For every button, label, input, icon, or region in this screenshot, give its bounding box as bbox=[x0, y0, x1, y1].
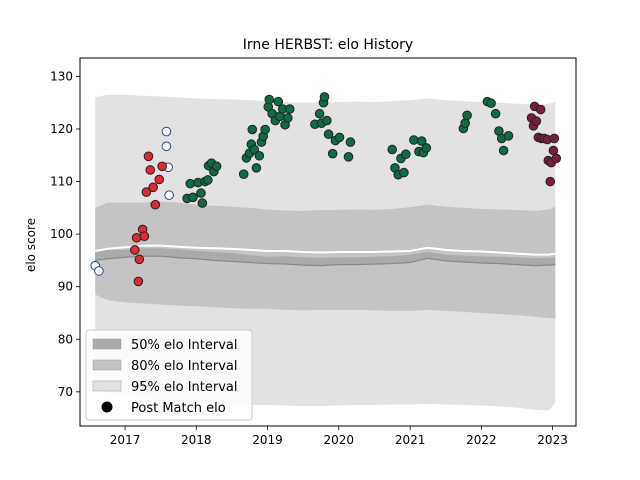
chart-title: Irne HERBST: elo History bbox=[243, 37, 413, 53]
legend-box bbox=[85, 329, 253, 421]
data-point bbox=[284, 104, 295, 114]
x-tick-label: 2020 bbox=[323, 433, 354, 447]
data-point bbox=[462, 110, 472, 121]
data-point bbox=[322, 115, 332, 126]
data-point bbox=[134, 254, 145, 265]
x-tick-label: 2019 bbox=[252, 433, 283, 447]
plot-frame bbox=[79, 57, 577, 427]
legend-label: 50% elo Interval bbox=[131, 338, 238, 353]
data-point bbox=[421, 143, 432, 153]
x-tick-label: 2023 bbox=[537, 433, 568, 447]
data-point bbox=[133, 276, 144, 287]
data-point bbox=[164, 190, 174, 201]
data-point bbox=[401, 149, 411, 160]
legend-label: 95% elo Interval bbox=[131, 380, 238, 395]
data-point bbox=[503, 131, 514, 141]
data-point bbox=[327, 148, 338, 159]
y-tick-label: 130 bbox=[50, 69, 73, 83]
y-tick-label: 100 bbox=[50, 227, 73, 241]
legend-swatch bbox=[92, 338, 122, 350]
data-point bbox=[251, 163, 262, 173]
data-point bbox=[157, 161, 167, 172]
data-point bbox=[548, 145, 559, 156]
y-tick-label: 80 bbox=[58, 332, 73, 346]
data-point bbox=[498, 145, 509, 156]
data-point bbox=[531, 116, 542, 126]
data-point bbox=[131, 232, 142, 243]
interval-50-lower-line bbox=[95, 255, 556, 267]
data-point bbox=[196, 188, 206, 198]
data-point bbox=[486, 98, 496, 109]
data-point bbox=[345, 137, 356, 147]
series-0 bbox=[90, 126, 174, 276]
data-point bbox=[334, 132, 345, 143]
data-point bbox=[490, 108, 501, 119]
data-point bbox=[188, 192, 198, 203]
data-point bbox=[247, 124, 258, 135]
data-point bbox=[203, 175, 213, 185]
legend-label: 80% elo Interval bbox=[131, 359, 238, 374]
data-point bbox=[139, 231, 150, 242]
series-2 bbox=[182, 92, 514, 208]
y-tick-label: 90 bbox=[58, 280, 73, 294]
data-point bbox=[343, 152, 354, 162]
data-point bbox=[416, 136, 427, 146]
y-tick-label: 70 bbox=[58, 385, 73, 399]
data-point bbox=[161, 141, 172, 152]
data-point bbox=[549, 133, 560, 144]
data-point bbox=[535, 104, 546, 115]
data-point bbox=[141, 187, 152, 197]
data-point bbox=[145, 165, 156, 175]
data-point bbox=[254, 150, 265, 161]
legend: 50% elo Interval 80% elo Interval 95% elo … bbox=[85, 329, 253, 421]
data-point bbox=[399, 167, 409, 178]
x-tick-label: 2018 bbox=[181, 433, 212, 447]
data-point bbox=[319, 92, 330, 102]
legend-swatch bbox=[92, 380, 122, 392]
y-tick-label: 120 bbox=[50, 122, 73, 136]
data-point bbox=[314, 108, 325, 119]
mean-elo-line bbox=[95, 244, 556, 256]
data-point bbox=[211, 161, 222, 172]
y-axis-label: elo score bbox=[24, 218, 38, 272]
data-point bbox=[545, 176, 556, 187]
x-tick-label: 2021 bbox=[395, 433, 426, 447]
data-point bbox=[148, 182, 158, 193]
data-point bbox=[154, 174, 165, 185]
data-point bbox=[264, 94, 275, 105]
x-tick-label: 2017 bbox=[110, 433, 141, 447]
data-point bbox=[161, 126, 172, 137]
data-point bbox=[150, 199, 161, 210]
axes: 2017 2018 2019 2020 2021 2022 2023 70 80 90 100 110… bbox=[50, 57, 577, 447]
series-1 bbox=[130, 151, 167, 287]
data-point bbox=[94, 266, 104, 276]
data-point bbox=[130, 245, 140, 255]
series-3 bbox=[526, 101, 562, 187]
data-point bbox=[387, 144, 398, 155]
data-point bbox=[551, 153, 562, 164]
band-50 bbox=[95, 248, 556, 266]
data-point bbox=[260, 124, 270, 135]
data-point bbox=[185, 178, 196, 189]
data-point bbox=[238, 169, 249, 179]
data-point bbox=[273, 96, 284, 107]
legend-marker bbox=[101, 401, 113, 413]
data-point bbox=[249, 144, 260, 155]
legend-label: Post Match elo bbox=[131, 401, 226, 416]
y-tick-label: 110 bbox=[50, 175, 73, 189]
x-tick-label: 2022 bbox=[466, 433, 497, 447]
data-point bbox=[460, 118, 470, 128]
data-point bbox=[323, 129, 334, 140]
legend-swatch bbox=[92, 359, 122, 371]
data-point bbox=[283, 113, 293, 123]
data-point bbox=[143, 151, 154, 162]
data-point bbox=[197, 198, 208, 208]
data-point bbox=[409, 135, 419, 145]
